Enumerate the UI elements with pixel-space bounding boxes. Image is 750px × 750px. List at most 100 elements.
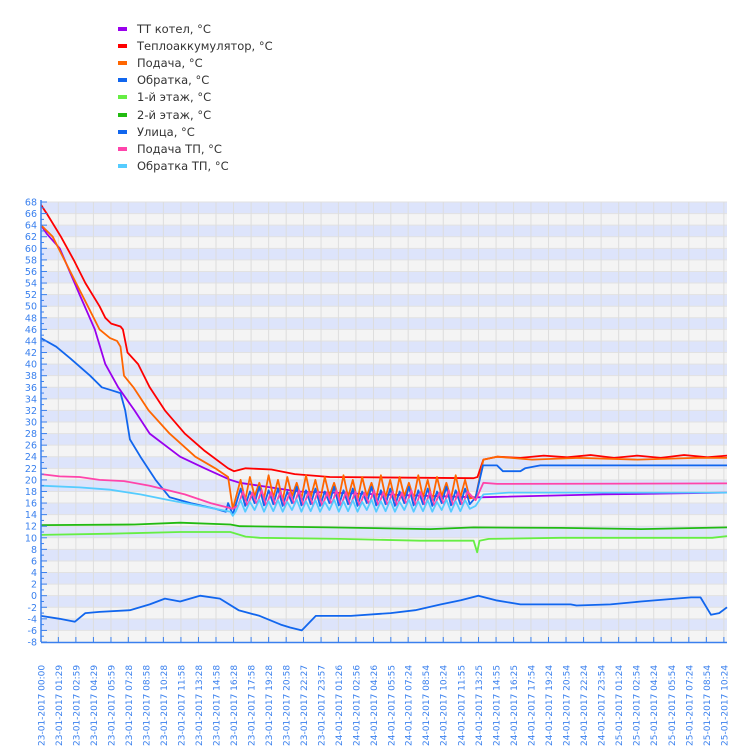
- y-tick-label: 50: [25, 302, 37, 313]
- y-tick-label: 14: [25, 510, 37, 521]
- y-tick-label: 16: [25, 499, 37, 510]
- background-band: [41, 317, 727, 330]
- x-tick-label: 24-01-2017 05:55: [387, 665, 397, 746]
- legend-item-obratka-tp[interactable]: Обратка ТП, °C: [118, 158, 273, 175]
- x-tick-label: 23-01-2017 23:57: [318, 665, 328, 746]
- legend-item-floor-1[interactable]: 1-й этаж, °C: [118, 89, 273, 106]
- legend: ТТ котел, °C Теплоаккумулятор, °C Подача…: [118, 20, 273, 175]
- y-tick-label: 20: [25, 475, 37, 486]
- legend-item-tt-kotel[interactable]: ТТ котел, °C: [118, 20, 273, 37]
- background-band: [41, 630, 727, 642]
- background-band: [41, 236, 727, 249]
- x-tick-label: 25-01-2017 04:24: [650, 665, 660, 746]
- x-tick-label: 23-01-2017 17:58: [248, 665, 258, 746]
- background-band: [41, 514, 727, 527]
- x-tick-label: 24-01-2017 20:54: [563, 665, 573, 746]
- y-tick-label: 42: [25, 348, 37, 359]
- x-tick-label: 25-01-2017 10:24: [720, 665, 730, 746]
- legend-label: Обратка ТП, °C: [137, 159, 229, 174]
- y-tick-label: 54: [25, 279, 37, 290]
- background-band: [41, 387, 727, 399]
- legend-item-teploakkumulyator[interactable]: Теплоаккумулятор, °C: [118, 37, 273, 54]
- x-tick-label: 24-01-2017 10:24: [440, 665, 450, 746]
- y-tick-label: 28: [25, 429, 37, 440]
- background-band: [41, 294, 727, 307]
- y-tick-label: 58: [25, 255, 37, 266]
- x-tick-label: 23-01-2017 20:58: [283, 665, 293, 746]
- x-tick-label: 24-01-2017 02:56: [352, 665, 362, 746]
- y-tick-label: 44: [25, 336, 37, 347]
- y-tick-label: 56: [25, 267, 37, 278]
- background-band: [41, 364, 727, 376]
- x-tick-label: 23-01-2017 07:28: [125, 665, 135, 746]
- x-tick-label: 24-01-2017 22:24: [580, 665, 590, 746]
- y-tick-label: 48: [25, 313, 37, 324]
- background-band: [41, 352, 727, 365]
- legend-item-ulitsa[interactable]: Улица, °C: [118, 123, 273, 140]
- y-tick-label: -4: [28, 614, 37, 625]
- y-tick-label: 36: [25, 383, 37, 394]
- legend-swatch: [118, 112, 127, 117]
- x-tick-label: 23-01-2017 22:27: [300, 665, 310, 746]
- x-tick-label: 23-01-2017 14:58: [213, 665, 223, 746]
- background-band: [41, 259, 727, 272]
- x-tick-label: 25-01-2017 02:54: [633, 665, 643, 746]
- y-tick-label: 66: [25, 209, 37, 220]
- x-tick-label: 23-01-2017 13:28: [195, 665, 205, 746]
- y-tick-label: 22: [25, 464, 37, 475]
- legend-item-podacha[interactable]: Подача, °C: [118, 54, 273, 71]
- y-tick-label: 26: [25, 441, 37, 452]
- background-band: [41, 202, 727, 214]
- x-tick-label: 23-01-2017 05:59: [107, 665, 117, 746]
- x-tick-label: 24-01-2017 04:26: [370, 665, 380, 746]
- y-tick-label: 24: [25, 452, 37, 463]
- x-tick-label: 23-01-2017 00:00: [38, 665, 48, 746]
- legend-label: Подача, °C: [137, 55, 203, 70]
- legend-swatch: [118, 146, 127, 151]
- background-band: [41, 375, 727, 388]
- y-tick-label: 64: [25, 221, 37, 232]
- y-tick-label: 4: [31, 568, 37, 579]
- series-line-1: [40, 204, 728, 480]
- background-band: [41, 618, 727, 631]
- legend-swatch: [118, 129, 127, 134]
- y-tick-label: 0: [31, 591, 37, 602]
- y-tick-label: 62: [25, 232, 37, 243]
- x-tick-label: 24-01-2017 01:26: [335, 665, 345, 746]
- legend-swatch: [118, 60, 127, 65]
- x-tick-label: 24-01-2017 11:55: [457, 665, 467, 746]
- background-band: [41, 456, 727, 469]
- y-tick-label: 68: [25, 198, 37, 209]
- legend-item-obratka[interactable]: Обратка, °C: [118, 72, 273, 89]
- background-band: [41, 306, 727, 318]
- background-band: [41, 271, 727, 284]
- x-tick-label: 23-01-2017 08:58: [142, 665, 152, 746]
- legend-label: Подача ТП, °C: [137, 141, 222, 156]
- y-tick-label: 6: [31, 556, 37, 567]
- background-band: [41, 398, 727, 411]
- x-tick-label: 25-01-2017 01:24: [615, 665, 625, 746]
- legend-item-podacha-tp[interactable]: Подача ТП, °C: [118, 140, 273, 157]
- x-tick-label: 24-01-2017 16:25: [510, 665, 520, 746]
- y-tick-label: 38: [25, 371, 37, 382]
- background-band: [41, 468, 727, 480]
- vertical-gridlines: [40, 202, 725, 642]
- background-band: [41, 213, 727, 226]
- x-tick-label: 24-01-2017 08:54: [422, 665, 432, 746]
- y-tick-label: -6: [28, 626, 37, 637]
- y-tick-label: -8: [28, 638, 37, 649]
- x-tick-label: 24-01-2017 07:24: [405, 665, 415, 746]
- x-tick-label: 24-01-2017 17:54: [527, 665, 537, 746]
- y-tick-label: 18: [25, 487, 37, 498]
- legend-swatch: [118, 78, 127, 83]
- background-band: [41, 572, 727, 585]
- x-tick-label: 24-01-2017 23:54: [598, 665, 608, 746]
- background-band: [41, 422, 727, 434]
- background-band: [41, 225, 727, 237]
- legend-swatch: [118, 164, 127, 169]
- series-line-4: [40, 531, 728, 554]
- x-tick-label: 23-01-2017 04:29: [90, 665, 100, 746]
- legend-item-floor-2[interactable]: 2-й этаж, °C: [118, 106, 273, 123]
- y-tick-label: 12: [25, 522, 37, 533]
